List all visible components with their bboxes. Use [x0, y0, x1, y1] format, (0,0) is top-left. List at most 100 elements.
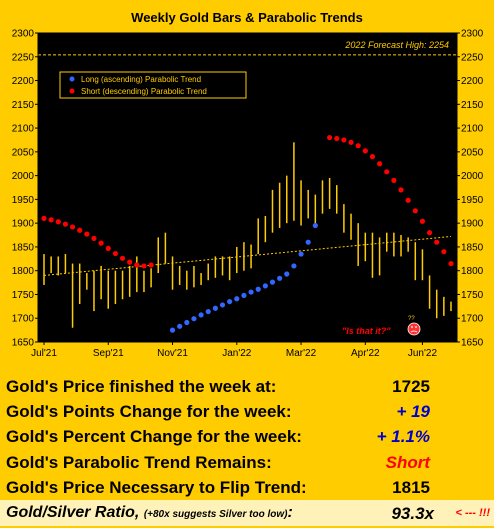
y-tick-label-right: 2000: [461, 171, 484, 182]
long-trend-point: [234, 296, 240, 302]
x-tick-label: Mar'22: [286, 348, 317, 359]
short-trend-point: [341, 137, 347, 143]
y-tick-label-right: 2300: [461, 29, 484, 40]
y-tick-label-right: 2200: [461, 76, 484, 87]
sad-face-icon: [407, 322, 421, 336]
y-tick-label: 1800: [12, 266, 35, 277]
y-tick-label: 2000: [12, 171, 35, 182]
stat-trend-value: Short: [385, 453, 430, 472]
short-trend-point: [327, 134, 333, 141]
short-trend-point: [334, 135, 340, 142]
short-trend-point: [441, 249, 447, 255]
short-trend-point: [91, 235, 97, 241]
y-tick-label: 2300: [12, 29, 35, 40]
y-tick-label: 2150: [12, 100, 35, 111]
y-tick-label-right: 1800: [461, 266, 484, 277]
short-trend-point: [69, 224, 76, 230]
y-tick-label: 1650: [12, 338, 35, 349]
short-trend-point: [41, 215, 47, 221]
long-trend-point: [298, 251, 304, 257]
stat-price-label: Gold's Price finished the week at:: [6, 377, 277, 396]
stat-price-row: Gold's Price finished the week at: 1725: [6, 373, 488, 399]
short-trend-point: [119, 255, 126, 261]
long-trend-point: [198, 312, 204, 318]
y-axis-right: 1650 1700 1750 1800 1850 1900 1950 2000 2050 2100…: [457, 29, 484, 349]
stat-flip-label: Gold's Price Necessary to Flip Trend:: [6, 478, 307, 497]
short-trend-point: [48, 217, 54, 223]
stat-percent-row: Gold's Percent Change for the week: + 1.…: [6, 423, 488, 449]
long-trend-point: [291, 263, 297, 269]
y-tick-label-right: 1850: [461, 242, 484, 253]
trendline: [43, 235, 452, 276]
short-trend-point: [426, 230, 433, 236]
short-trend-point: [412, 208, 418, 214]
stat-flip-row: Gold's Price Necessary to Flip Trend: 18…: [6, 474, 488, 500]
short-trend-point: [376, 161, 383, 167]
stat-percent-value: + 1.1%: [376, 427, 430, 446]
short-trend-point: [98, 240, 104, 246]
long-trend-series: [169, 222, 318, 333]
short-trend-point: [348, 139, 354, 145]
annotation-text: "Is that it?": [342, 326, 391, 336]
stat-ratio-label: Gold/Silver Ratio,: [6, 504, 140, 521]
stat-ratio-suffix: :: [287, 504, 293, 521]
stat-ratio-note: (+80x suggests Silver too low): [143, 509, 288, 520]
short-trend-series: [41, 134, 454, 269]
stat-ratio-label-group: Gold/Silver Ratio, (+80x suggests Silver…: [6, 504, 293, 522]
x-tick-label: Jan'22: [222, 348, 252, 359]
x-tick-label: Apr'22: [351, 348, 380, 359]
short-trend-point: [434, 239, 440, 245]
long-trend-point: [269, 279, 276, 285]
stat-trend-label: Gold's Parabolic Trend Remains:: [6, 453, 272, 472]
gold-chart: Weekly Gold Bars & Parabolic Trends 1650…: [12, 10, 484, 359]
long-trend-point: [212, 305, 218, 311]
stat-points-value: + 19: [396, 402, 430, 421]
short-trend-point: [84, 231, 90, 237]
long-trend-point: [241, 292, 247, 299]
x-tick-label: Jun'22: [408, 348, 438, 359]
short-trend-point: [77, 227, 83, 233]
stat-percent-label: Gold's Percent Change for the week:: [6, 427, 302, 446]
y-tick-label-right: 2250: [461, 52, 484, 63]
stat-flip-value: 1815: [392, 478, 430, 497]
short-trend-point: [405, 197, 411, 203]
short-trend-point: [148, 262, 154, 268]
y-tick-label-right: 1900: [461, 219, 484, 230]
x-tick-label: Jul'21: [31, 348, 57, 359]
short-trend-point: [127, 259, 133, 265]
stat-trend-row: Gold's Parabolic Trend Remains: Short: [6, 449, 488, 475]
stat-ratio-warning: < --- !!!: [455, 507, 490, 519]
y-tick-label-right: 2100: [461, 124, 484, 135]
long-trend-point: [255, 286, 261, 292]
long-trend-point: [312, 222, 318, 229]
short-trend-point: [369, 154, 376, 160]
legend-box: [59, 71, 247, 99]
long-trend-point: [205, 308, 211, 315]
long-trend-point: [284, 271, 290, 277]
legend-long-marker: [69, 76, 75, 82]
short-trend-point: [55, 219, 61, 225]
legend-long-label: Long (ascending) Parabolic Trend: [81, 75, 201, 84]
short-trend-point: [134, 262, 140, 268]
long-trend-point: [277, 275, 283, 281]
short-trend-point: [141, 263, 147, 269]
chart-title: Weekly Gold Bars & Parabolic Trends: [131, 10, 363, 25]
stat-ratio-row: Gold/Silver Ratio, (+80x suggests Silver…: [0, 500, 494, 526]
x-tick-label: Sep'21: [93, 348, 124, 359]
legend: Long (ascending) Parabolic Trend Short (…: [59, 71, 247, 99]
long-trend-point: [305, 239, 311, 245]
stat-ratio-value: 93.3x: [391, 504, 434, 523]
long-trend-point: [169, 327, 176, 333]
short-trend-point: [419, 218, 426, 224]
long-trend-point: [248, 289, 254, 295]
y-tick-label: 1750: [12, 290, 35, 301]
stat-points-label: Gold's Points Change for the week:: [6, 402, 292, 421]
y-tick-label: 2050: [12, 147, 35, 158]
short-trend-point: [362, 148, 368, 154]
y-tick-label: 2250: [12, 52, 35, 63]
long-trend-point: [262, 283, 268, 289]
y-tick-label-right: 2050: [461, 147, 484, 158]
short-trend-point: [112, 250, 119, 257]
short-trend-point: [398, 187, 404, 193]
x-axis: Jul'21 Sep'21 Nov'21 Jan'22 Mar'22 Apr'22 Jun'…: [31, 342, 437, 359]
